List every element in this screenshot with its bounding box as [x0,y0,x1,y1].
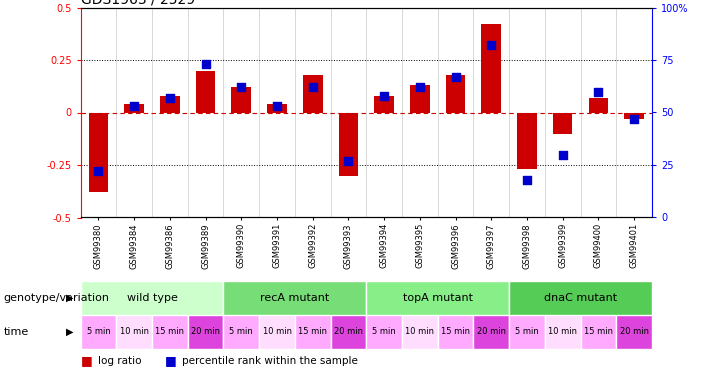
Bar [224,281,366,315]
Bar [553,112,573,134]
Bar [374,96,394,112]
Point [522,177,533,183]
Text: 10 min: 10 min [120,327,149,336]
Bar [81,315,116,349]
Text: dnaC mutant: dnaC mutant [544,293,617,303]
Bar [625,112,644,119]
Text: 20 min: 20 min [477,327,505,336]
Bar [160,96,179,112]
Bar [152,315,188,349]
Text: 20 min: 20 min [334,327,363,336]
Point [593,88,604,94]
Point [557,152,569,157]
Point [93,168,104,174]
Bar [366,281,509,315]
Text: ■: ■ [165,354,177,367]
Text: 20 min: 20 min [191,327,220,336]
Text: 5 min: 5 min [372,327,396,336]
Bar [331,315,366,349]
Point [128,103,139,109]
Point [379,93,390,99]
Text: wild type: wild type [127,293,177,303]
Bar [517,112,537,169]
Bar [188,315,224,349]
Bar [295,315,331,349]
Text: ■: ■ [81,354,93,367]
Text: 5 min: 5 min [229,327,253,336]
Bar [437,315,473,349]
Text: 20 min: 20 min [620,327,648,336]
Bar [446,75,465,112]
Point [200,61,211,67]
Bar [224,315,259,349]
Bar [473,315,509,349]
Bar [81,281,224,315]
Bar [545,315,580,349]
Text: log ratio: log ratio [98,356,142,366]
Bar [267,104,287,112]
Bar [509,281,652,315]
Text: time: time [4,327,29,337]
Point [629,116,640,122]
Text: 15 min: 15 min [584,327,613,336]
Bar [196,70,215,112]
Text: genotype/variation: genotype/variation [4,293,109,303]
Bar [616,315,652,349]
Bar [303,75,322,112]
Point [164,95,175,101]
Bar [339,112,358,176]
Text: 15 min: 15 min [156,327,184,336]
Text: ▶: ▶ [66,293,74,303]
Text: 10 min: 10 min [548,327,577,336]
Text: 10 min: 10 min [262,327,292,336]
Text: recA mutant: recA mutant [260,293,329,303]
Bar [366,315,402,349]
Bar [402,315,437,349]
Text: topA mutant: topA mutant [402,293,472,303]
Point [486,42,497,48]
Bar [580,315,616,349]
Point [307,84,318,90]
Point [343,158,354,164]
Point [414,84,426,90]
Text: 10 min: 10 min [405,327,435,336]
Text: 15 min: 15 min [441,327,470,336]
Bar [482,24,501,112]
Bar [410,85,430,112]
Text: 5 min: 5 min [515,327,539,336]
Text: GDS1963 / 2529: GDS1963 / 2529 [81,0,195,6]
Point [236,84,247,90]
Bar [231,87,251,112]
Text: ▶: ▶ [66,327,74,337]
Point [450,74,461,80]
Bar [509,315,545,349]
Bar [116,315,152,349]
Text: 15 min: 15 min [298,327,327,336]
Bar [259,315,295,349]
Text: 5 min: 5 min [87,327,110,336]
Point [271,103,283,109]
Bar [589,98,608,112]
Bar [124,104,144,112]
Bar [88,112,108,192]
Text: percentile rank within the sample: percentile rank within the sample [182,356,358,366]
